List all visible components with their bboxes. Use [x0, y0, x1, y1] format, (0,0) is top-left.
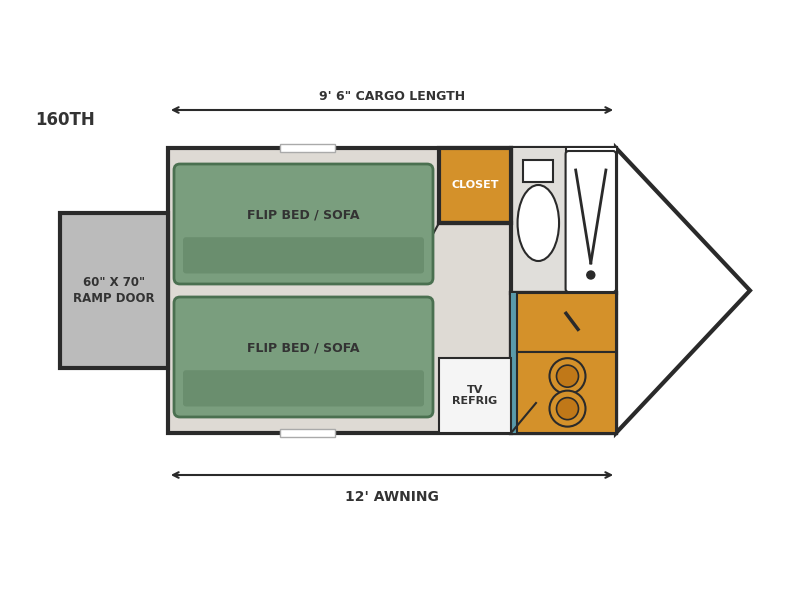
FancyBboxPatch shape: [174, 297, 433, 417]
Circle shape: [557, 365, 578, 387]
Bar: [566, 148, 616, 293]
Text: 12' AWNING: 12' AWNING: [345, 490, 439, 504]
Text: TV
REFRIG: TV REFRIG: [452, 385, 498, 406]
Text: 160TH: 160TH: [35, 111, 94, 129]
Polygon shape: [616, 148, 750, 433]
Bar: [517, 352, 616, 433]
Bar: [517, 293, 616, 352]
Bar: [511, 293, 616, 433]
Circle shape: [550, 358, 586, 394]
Text: 9' 6" CARGO LENGTH: 9' 6" CARGO LENGTH: [319, 89, 465, 103]
FancyBboxPatch shape: [183, 237, 424, 274]
Bar: [60, 213, 168, 368]
Bar: [280, 144, 335, 152]
Bar: [523, 160, 554, 182]
Ellipse shape: [518, 185, 559, 261]
Circle shape: [550, 391, 586, 427]
Bar: [168, 148, 616, 433]
Bar: [511, 148, 616, 293]
Text: CLOSET: CLOSET: [451, 181, 498, 191]
Circle shape: [557, 398, 578, 419]
FancyBboxPatch shape: [174, 164, 433, 284]
Circle shape: [587, 271, 595, 279]
Text: FLIP BED / SOFA: FLIP BED / SOFA: [247, 342, 360, 355]
Bar: [280, 429, 335, 437]
Bar: [511, 293, 517, 433]
Bar: [439, 148, 511, 223]
FancyBboxPatch shape: [566, 151, 616, 292]
FancyBboxPatch shape: [183, 370, 424, 406]
Bar: [439, 358, 511, 433]
Text: FLIP BED / SOFA: FLIP BED / SOFA: [247, 209, 360, 222]
Text: 60" X 70"
RAMP DOOR: 60" X 70" RAMP DOOR: [73, 277, 155, 304]
